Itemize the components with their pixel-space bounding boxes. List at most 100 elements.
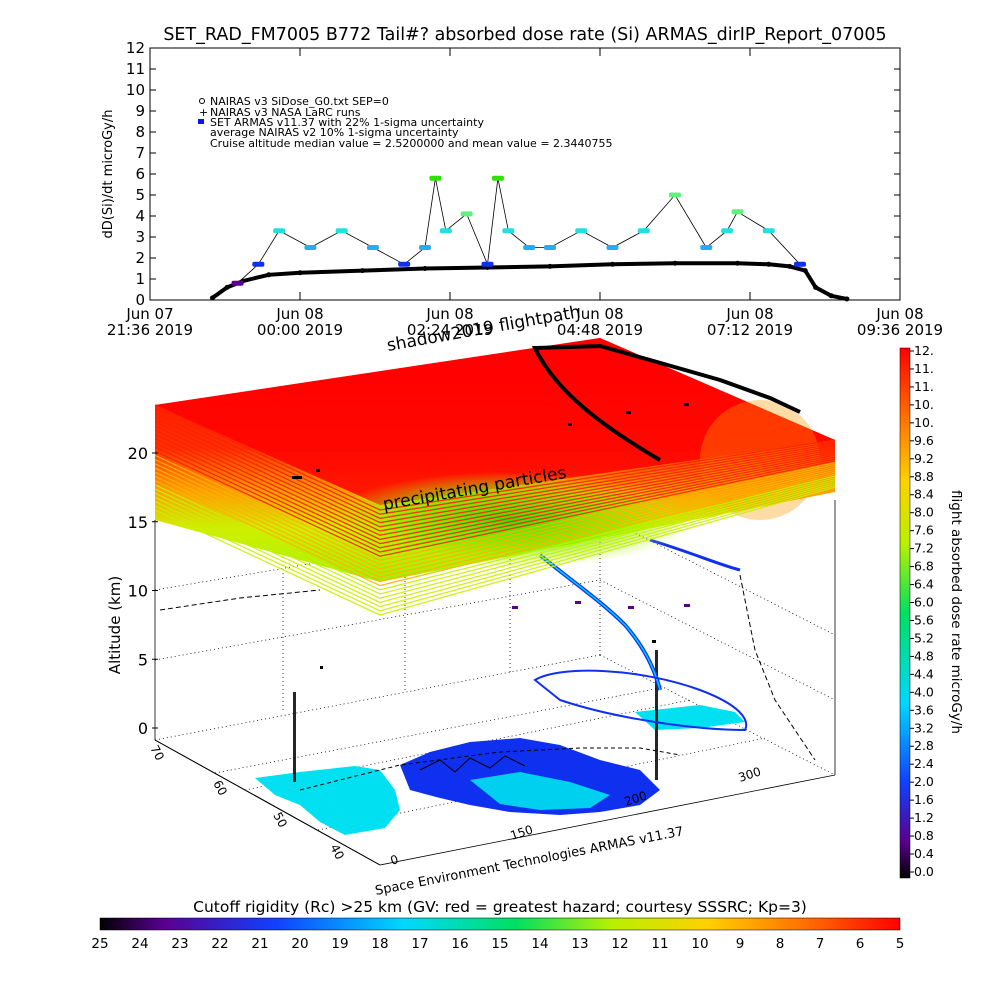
x-tick-label-date: Jun 07 xyxy=(125,305,173,323)
rigidity-colorbar-label: Cutoff rigidity (Rc) >25 km (GV: red = g… xyxy=(193,898,807,916)
y-tick-label: 1 xyxy=(135,270,145,288)
lat-tick-label: 40 xyxy=(327,842,347,862)
slab-top xyxy=(155,338,835,505)
slab-layer-line xyxy=(154,454,836,562)
rigidity-colorbar-tick-label: 17 xyxy=(411,936,428,952)
rigidity-colorbar-tick-label: 7 xyxy=(816,936,825,952)
rigidity-colorbar-tick-label: 24 xyxy=(131,936,148,952)
series-point-nairas xyxy=(813,284,819,290)
x-tick-label-date: Jun 08 xyxy=(875,305,923,323)
rigidity-colorbar-tick-label: 15 xyxy=(491,936,508,952)
slab-layer-line xyxy=(154,467,836,574)
slab-layer-line xyxy=(154,446,836,553)
y-tick-label: 5 xyxy=(135,186,145,204)
dose-colorbar-tick-label: 2.8 xyxy=(914,738,934,753)
series-point-nairas xyxy=(787,263,793,269)
x-tick-label-time: 09:36 2019 xyxy=(857,321,943,339)
legend-item-average: average NAIRAS v2 10% 1-sigma uncertaint… xyxy=(210,126,459,139)
y-tick-label: 7 xyxy=(135,144,145,162)
rigidity-colorbar-tick-label: 6 xyxy=(856,936,865,952)
rigidity-colorbar-tick-label: 20 xyxy=(291,936,308,952)
legend: NAIRAS v3 SiDose_G0.txt SEP=0 + NAIRAS v… xyxy=(198,95,613,150)
slab-layer-line xyxy=(154,477,836,595)
series-point-nairas xyxy=(422,266,428,271)
y-tick-label: 12 xyxy=(126,39,145,57)
series-point-nairas xyxy=(735,260,740,266)
dose-colorbar-tick-label: 5.6 xyxy=(914,612,934,627)
legend-item-nairas-v3: NAIRAS v3 SiDose_G0.txt SEP=0 xyxy=(210,95,389,108)
series-point-nairas xyxy=(610,261,615,267)
slab-layer-line xyxy=(154,463,836,570)
dose-colorbar-tick-label: 0.0 xyxy=(914,864,934,879)
y-axis-label: dD(Si)/dt microGy/h xyxy=(101,110,116,239)
series-point-armas xyxy=(335,228,348,234)
dose-colorbar-tick-label: 4.4 xyxy=(914,666,934,681)
x-tick-label-time: 07:12 2019 xyxy=(707,321,793,339)
lon-tick-label: 150 xyxy=(509,822,535,842)
z-tick-label: 20 xyxy=(128,444,148,463)
series-point-nairas xyxy=(266,272,272,278)
rigidity-colorbar-tick-label: 19 xyxy=(331,936,348,952)
x-tick-label-time: 04:48 2019 xyxy=(557,321,643,339)
rigidity-colorbar-tick-label: 8 xyxy=(776,936,785,952)
rigidity-colorbar-tick-label: 25 xyxy=(91,936,108,952)
ground-flightpath xyxy=(299,747,681,791)
landmass-central-cyan xyxy=(470,772,610,810)
dose-colorbar-gradient xyxy=(899,347,911,879)
series-layer xyxy=(210,175,850,302)
series-point-armas xyxy=(419,245,431,250)
dose-colorbar-tick-label: 3.6 xyxy=(914,702,934,717)
series-point-armas xyxy=(544,245,556,250)
slab-layer-line xyxy=(154,484,836,612)
z-tick-label: 10 xyxy=(128,582,148,601)
series-point-nairas xyxy=(210,295,215,301)
y-tick-label: 0 xyxy=(135,291,145,309)
legend-marker-diamond xyxy=(199,98,205,104)
dose-colorbar-tick-label: 5.2 xyxy=(914,630,934,645)
x-tick-label-date: Jun 08 xyxy=(425,305,473,323)
rigidity-colorbar-tick-label: 13 xyxy=(571,936,588,952)
y-tick-label: 2 xyxy=(135,249,145,267)
dose-colorbar-tick-label: 6.0 xyxy=(914,595,934,610)
dose-colorbar-tick-label: 9.2 xyxy=(914,451,934,466)
landmass-west xyxy=(255,766,400,835)
slab-layer-line xyxy=(154,475,836,591)
lon-tick-label: 0 xyxy=(389,852,401,868)
altitude-3d-scene: shadow2019 flightpath precipitating part… xyxy=(106,302,836,899)
rigidity-colorbar-tick-label: 14 xyxy=(531,936,548,952)
flight-track-drops xyxy=(293,640,658,782)
dose-colorbar-tick-label: 6.8 xyxy=(914,559,934,574)
dose-colorbar-tick-label: 7.2 xyxy=(914,541,934,556)
rigidity-colorbar-gradient xyxy=(99,917,901,931)
dose-colorbar-tick-label: 8.4 xyxy=(914,487,934,502)
rigidity-colorbar-tick-label: 10 xyxy=(691,936,708,952)
dose-colorbar-tick-label: 11. xyxy=(914,379,934,394)
series-point-nairas xyxy=(360,268,365,274)
rigidity-colorbar-tick-label: 21 xyxy=(251,936,268,952)
slab-layer-line xyxy=(154,425,836,532)
lat-tick-label: 60 xyxy=(210,778,230,798)
rigidity-colorbar-tick-label: 11 xyxy=(651,936,668,952)
x-tick-label-date: Jun 08 xyxy=(275,305,323,323)
slab-layer-line xyxy=(154,479,836,599)
slab-layer-line xyxy=(154,471,836,583)
slab-layer-line xyxy=(154,421,836,528)
series-point-armas xyxy=(398,261,411,267)
series-point-nairas xyxy=(224,284,230,290)
slab-layer-line xyxy=(154,438,836,545)
series-point-nairas xyxy=(547,263,553,269)
dose-colorbar-tick-label: 11. xyxy=(914,361,934,376)
legend-marker-plus: + xyxy=(199,106,208,119)
dose-colorbar-ticks: 12. 11. 11. 10. 10. 9.6 9.2 8.8 8.4 8.0 7.6 7.2 6.8 6… xyxy=(910,343,934,879)
dose-colorbar-tick-label: 4.0 xyxy=(914,684,934,699)
series-point-armas xyxy=(439,228,452,234)
longitude-axis: 0 150 200 300 xyxy=(389,764,763,867)
ellipse-path xyxy=(533,669,748,732)
legend-item-cruise-stats: Cruise altitude median value = 2.5200000… xyxy=(210,137,613,150)
dose-colorbar-tick-label: 8.0 xyxy=(914,505,934,520)
dose-colorbar-tick-label: 2.4 xyxy=(914,756,934,771)
rigidity-colorbar: Cutoff rigidity (Rc) >25 km (GV: red = g… xyxy=(91,898,904,952)
series-point-armas xyxy=(491,175,504,181)
